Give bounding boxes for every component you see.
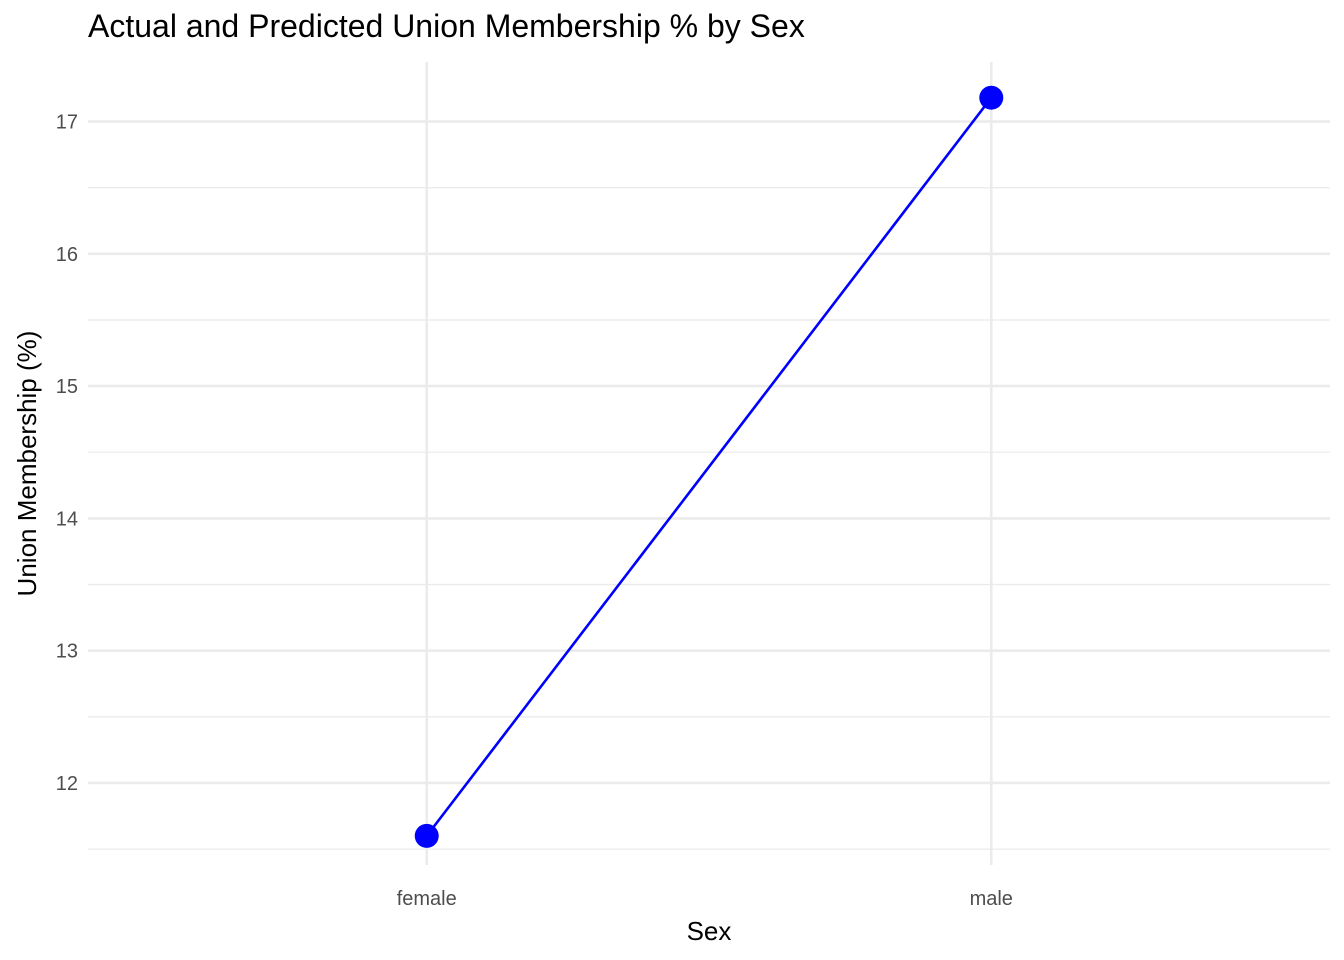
series-line xyxy=(425,96,993,837)
y-axis-title: Union Membership (%) xyxy=(12,331,42,597)
data-point xyxy=(979,85,1004,110)
y-tick-label: 15 xyxy=(56,376,78,398)
grid-minor xyxy=(88,187,1330,850)
y-axis-ticks: 12 13 14 15 16 17 xyxy=(56,112,78,795)
x-axis-ticks: female male xyxy=(397,888,1013,910)
series-layer xyxy=(414,85,1004,848)
y-tick-label: 12 xyxy=(56,773,78,795)
grid-major xyxy=(88,62,1330,865)
y-tick-label: 17 xyxy=(56,112,78,134)
x-axis-title: Sex xyxy=(687,916,732,946)
data-point xyxy=(414,823,439,848)
y-tick-label: 16 xyxy=(56,244,78,266)
x-tick-label: female xyxy=(397,888,457,910)
chart-title: Actual and Predicted Union Membership % … xyxy=(88,8,805,44)
x-tick-label: male xyxy=(970,888,1013,910)
y-tick-label: 13 xyxy=(56,641,78,663)
y-tick-label: 14 xyxy=(56,508,78,530)
